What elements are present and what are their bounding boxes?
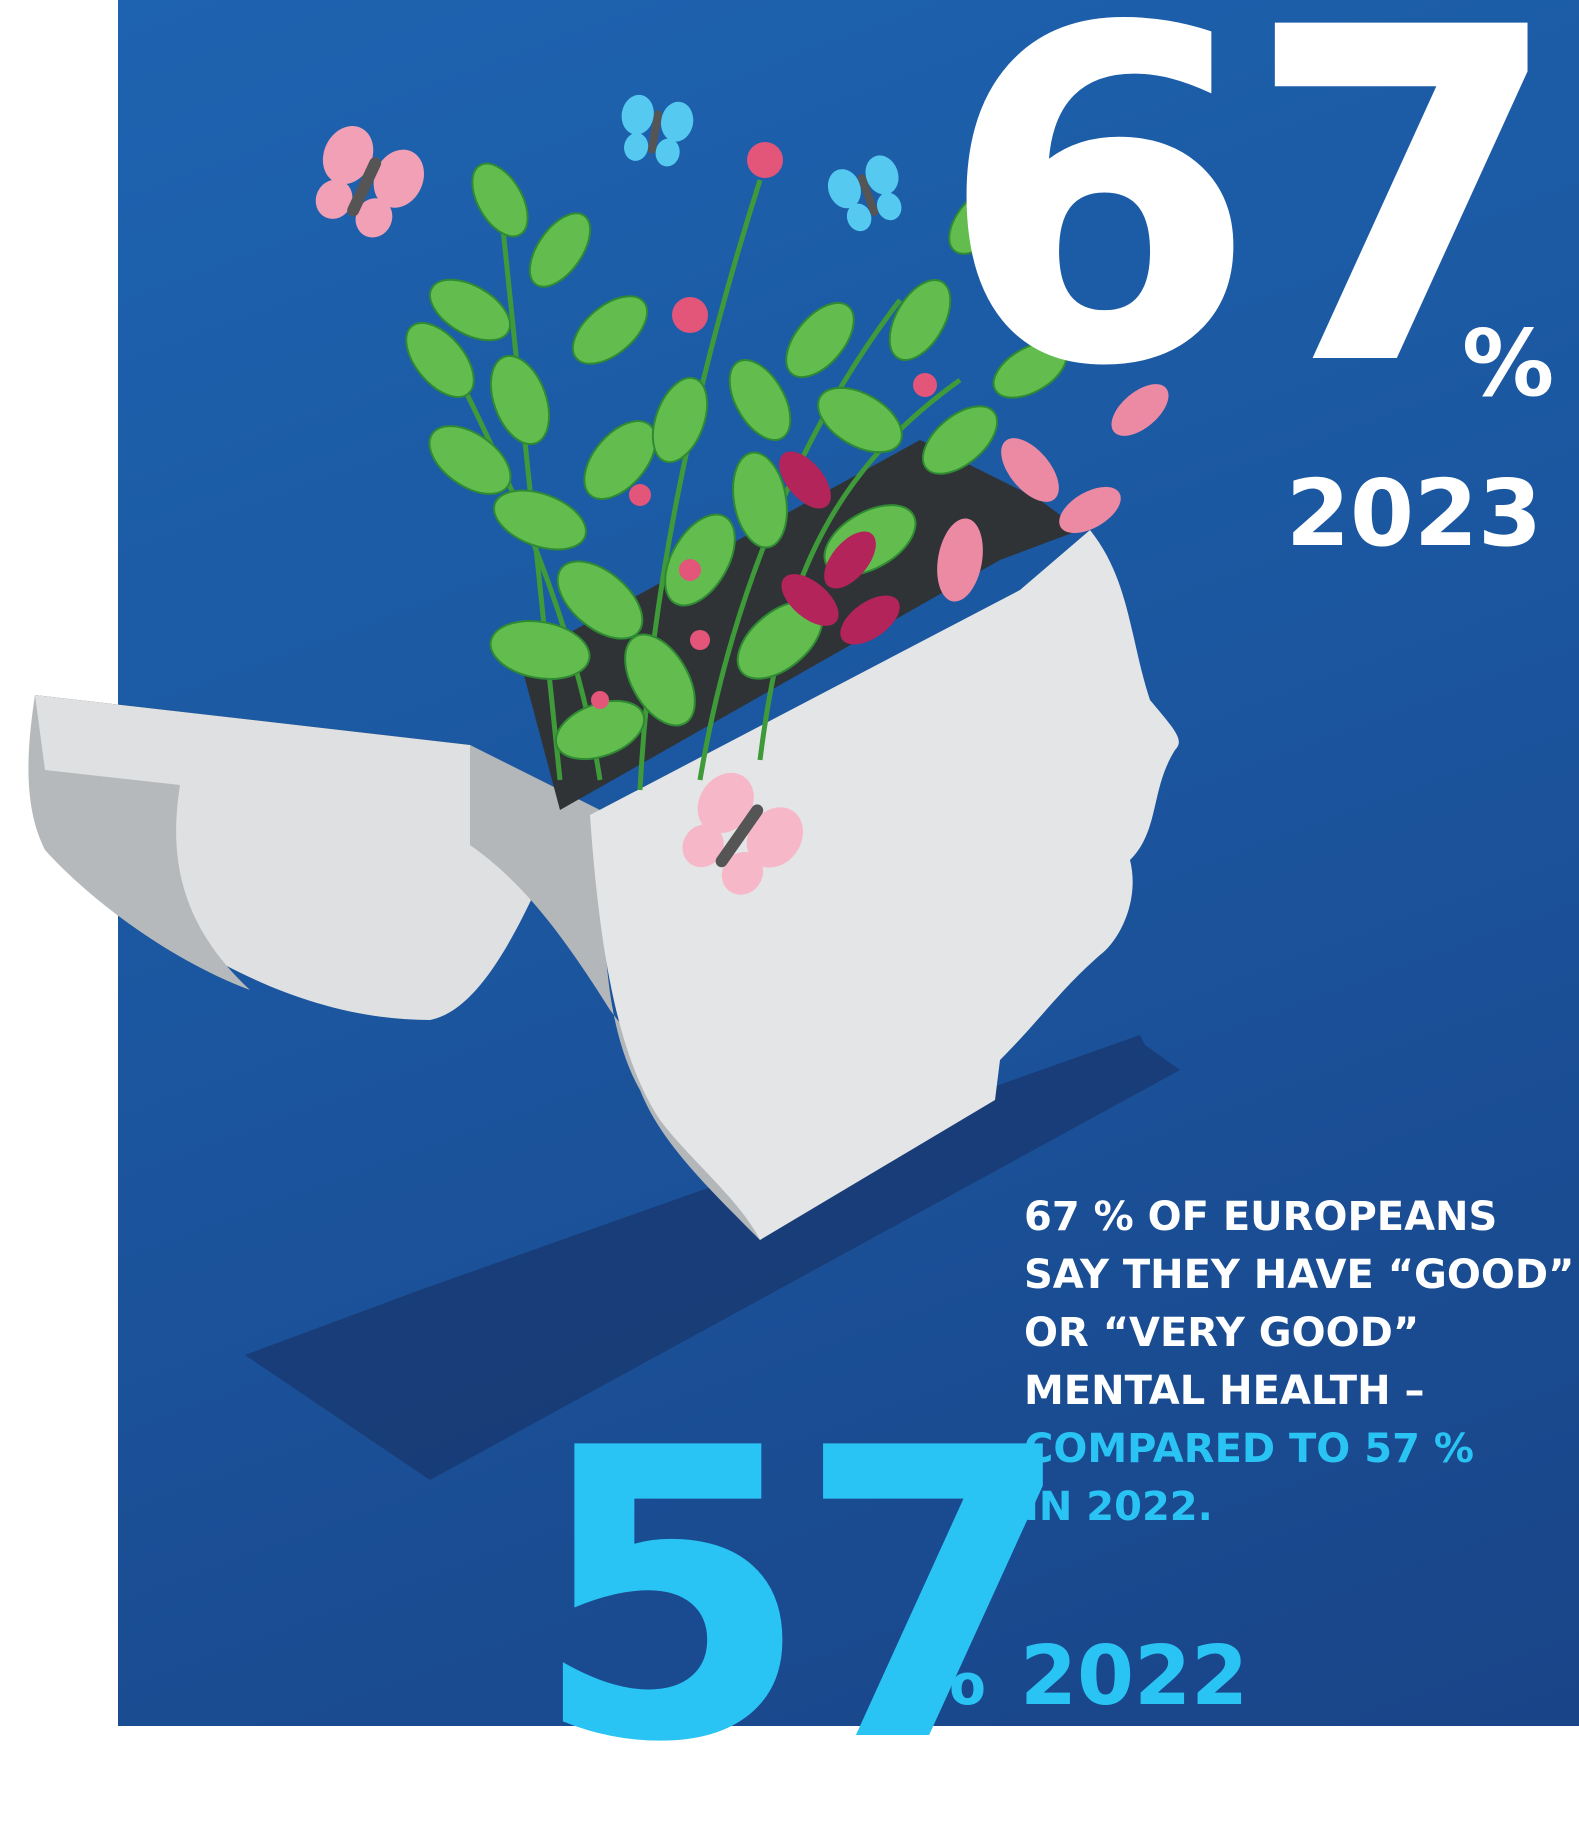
flower-icon bbox=[690, 630, 710, 650]
caption-line: SAY THEY HAVE “GOOD” bbox=[1024, 1252, 1575, 1298]
pink-leaf-cluster bbox=[937, 384, 1169, 602]
flower-icon bbox=[629, 484, 651, 506]
headline-2023-value: 67 bbox=[938, 0, 1564, 467]
caption-line-highlight: IN 2022. bbox=[1024, 1484, 1213, 1530]
flower-icon bbox=[913, 373, 937, 397]
lid-side bbox=[28, 695, 250, 990]
butterfly-icon bbox=[621, 94, 694, 167]
headline-2023-unit: % bbox=[1462, 310, 1555, 417]
caption-text: 67 % OF EUROPEANS SAY THEY HAVE “GOOD” O… bbox=[1024, 1188, 1579, 1536]
flower-icon bbox=[747, 142, 783, 178]
headline-2022-value: 57 bbox=[532, 1365, 1075, 1830]
flower-group bbox=[591, 142, 937, 709]
open-head-illustration bbox=[28, 94, 1180, 1480]
flower-icon bbox=[591, 691, 609, 709]
caption-line: OR “VERY GOOD” bbox=[1024, 1310, 1420, 1356]
headline-2022-unit: % bbox=[904, 1629, 987, 1724]
head-shadow bbox=[245, 1035, 1180, 1480]
head-face bbox=[590, 530, 1179, 1240]
caption-line: MENTAL HEALTH – bbox=[1024, 1368, 1425, 1414]
butterfly-icon bbox=[827, 155, 902, 232]
headline-2023-year: 2023 bbox=[1286, 460, 1543, 567]
flower-icon bbox=[672, 297, 708, 333]
butterfly-icon bbox=[682, 772, 804, 895]
red-leaf-cluster bbox=[779, 451, 900, 645]
headline-2022-year: 2022 bbox=[1020, 1629, 1249, 1724]
caption-line: 67 % OF EUROPEANS bbox=[1024, 1194, 1498, 1240]
flower-icon bbox=[679, 559, 701, 581]
caption-line-highlight: COMPARED TO 57 % bbox=[1024, 1426, 1474, 1472]
lid-shell bbox=[32, 695, 580, 1020]
butterfly-icon bbox=[315, 126, 425, 238]
